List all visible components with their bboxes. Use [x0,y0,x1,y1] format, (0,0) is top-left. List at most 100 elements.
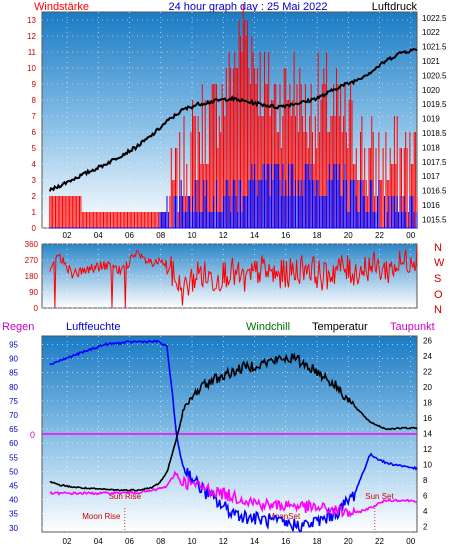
chart1-left-tick-label: 5 [32,144,37,153]
chart3-left-tick-label: 40 [9,496,18,505]
chart1-right-tick-label: 1021.5 [422,43,447,52]
chart1-left-tick-label: 11 [28,48,37,57]
chart1-x-tick-label: 16 [281,231,290,240]
chart3-x-tick-label: 00 [406,537,415,546]
chart2-compass-label: W [434,257,445,269]
chart3-windchill-label: Windchill [246,321,290,333]
chart1-x-tick-label: 20 [344,231,353,240]
chart1-left-tick-label: 1 [32,208,37,217]
chart1-right-label: Luftdruck [372,1,418,13]
chart1-x-tick-label: 08 [156,231,165,240]
chart3-x-tick-label: 08 [156,537,165,546]
chart3-left-tick-label: 65 [9,425,18,434]
chart1-left-tick-label: 9 [32,80,37,89]
chart3-left-tick-label: 55 [9,453,18,462]
chart1-mean-series [49,164,418,229]
chart2-plot-area [41,243,418,309]
chart1-x-tick-label: 18 [313,231,322,240]
chart1-x-tick-label: 22 [375,231,384,240]
chart3-right-tick-label: 24 [423,352,432,361]
chart3-x-tick-label: 04 [94,537,103,546]
moon-set-label: MoonSet [268,512,301,521]
chart2-left-tick-label: 180 [25,272,39,281]
chart3-left-tick-label: 75 [9,397,18,406]
chart1-left-tick-label: 0 [32,224,37,233]
chart3-sun-moon-markers: Sun Rise Moon Rise MoonSet Sun Set [82,492,395,532]
chart3-x-tick-label: 06 [125,537,134,546]
chart3-right-tick-label: 18 [423,399,432,408]
chart2-left-axis: 0 90 180 270 360 [25,240,39,313]
chart3-x-tick-label: 12 [219,537,228,546]
chart3-x-tick-label: 02 [63,537,72,546]
chart3-temperatur-label: Temperatur [312,321,368,333]
chart1-left-label: Windstärke [34,1,89,13]
chart3-x-tick-label: 18 [313,537,322,546]
chart3-right-tick-label: 4 [423,507,428,516]
chart1-right-tick-label: 1019.5 [422,100,447,109]
chart1-left-tick-label: 12 [27,32,36,41]
chart2-left-tick-label: 360 [25,240,39,249]
chart1-right-tick-label: 1018 [422,143,440,152]
chart2-compass-label: N [434,304,442,316]
chart2-left-tick-label: 0 [34,304,39,313]
chart3-left-tick-label: 50 [9,467,18,476]
chart3-left-tick-label: 60 [9,439,18,448]
chart1-x-tick-label: 04 [94,231,103,240]
chart3-right-tick-label: 6 [423,492,428,501]
chart1-right-tick-label: 1022.5 [422,14,447,23]
chart3-x-tick-label: 20 [344,537,353,546]
chart1-x-tick-label: 00 [406,231,415,240]
chart1-right-tick-label: 1021 [422,57,440,66]
chart3-x-tick-label: 22 [375,537,384,546]
chart3-x-axis: 02 04 06 08 10 12 14 16 18 20 22 00 [63,537,416,546]
chart3-x-tick-label: 10 [188,537,197,546]
chart3-left-axis: 30 35 40 45 50 55 60 65 70 75 80 85 90 95 [9,340,18,532]
chart3-luftfeuchte-label: Luftfeuchte [66,321,120,333]
chart3-left-tick-label: 80 [9,383,18,392]
chart2-compass-label: N [434,242,442,254]
chart3-left-tick-label: 85 [9,369,18,378]
chart1-left-tick-label: 3 [32,176,37,185]
chart1-series [48,4,418,229]
sun-set-label: Sun Set [365,492,394,501]
chart3-left-tick-label: 95 [9,340,18,349]
chart1-left-tick-label: 10 [27,64,36,73]
chart1-left-tick-label: 2 [32,192,37,201]
chart3-dewpoint-series [49,470,418,518]
chart3-series [49,339,418,533]
chart2-left-tick-label: 90 [29,288,38,297]
chart2-direction-series [49,245,418,309]
chart3-grid [42,336,417,532]
chart1-pressure-series [48,48,418,192]
chart3-left-tick-label: 70 [9,411,18,420]
chart1-right-tick-label: 1020.5 [422,71,447,80]
chart1-x-axis: 02 04 06 08 10 12 14 16 18 20 22 00 [63,231,416,240]
chart3-temperature-series [49,352,418,492]
chart1-x-tick-label: 14 [250,231,259,240]
chart1-title: 24 hour graph day : 25 Mai 2022 [168,1,327,13]
chart1-right-tick-label: 1019 [422,115,440,124]
chart1-right-tick-label: 1020 [422,86,440,95]
chart3-taupunkt-label: Taupunkt [390,321,435,333]
chart3-right-tick-label: 26 [423,337,432,346]
chart1-left-tick-label: 8 [32,96,37,105]
chart3-left-tick-label: 35 [9,510,18,519]
chart1-x-tick-label: 02 [63,231,72,240]
chart1-right-tick-label: 1017 [422,172,440,181]
chart3-right-tick-label: 20 [423,383,432,392]
chart3-left-tick-label: 30 [9,524,18,533]
chart1-x-tick-label: 10 [188,231,197,240]
chart2-compass-label: S [434,273,441,285]
chart3-x-tick-label: 14 [250,537,259,546]
chart2-series [49,245,418,309]
chart2-grid [42,243,417,309]
chart3-right-tick-label: 8 [423,476,428,485]
chart3-right-tick-label: 16 [423,414,432,423]
chart1-x-tick-label: 12 [219,231,228,240]
chart1-right-tick-label: 1018.5 [422,129,447,138]
